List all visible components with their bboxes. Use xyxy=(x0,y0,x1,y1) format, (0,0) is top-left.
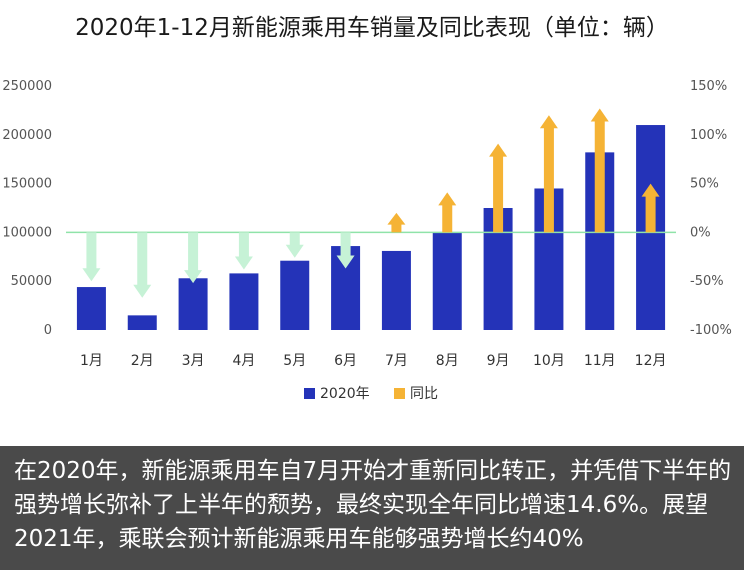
x-tick-label: 5月 xyxy=(283,353,306,369)
yoy-arrow-3 xyxy=(184,232,203,284)
y-left-tick-label: 150000 xyxy=(2,177,52,192)
x-tick-label: 2月 xyxy=(131,353,154,369)
yoy-arrow-7 xyxy=(387,212,406,233)
x-tick-label: 11月 xyxy=(584,353,616,369)
x-tick-label: 6月 xyxy=(334,353,357,369)
yoy-arrow-9 xyxy=(489,143,508,233)
legend-label-yoy: 同比 xyxy=(410,386,438,402)
x-tick-label: 9月 xyxy=(487,353,510,369)
chart-title: 2020年1-12月新能源乘用车销量及同比表现（单位：辆） xyxy=(75,15,669,41)
yoy-arrow-1 xyxy=(82,232,101,282)
bar-1 xyxy=(76,287,106,330)
y-left-tick-label: 100000 xyxy=(2,225,52,240)
x-tick-label: 12月 xyxy=(635,353,667,369)
yoy-arrow-6 xyxy=(336,232,355,269)
y-left-tick-label: 0 xyxy=(44,323,52,338)
y-right-tick-label: 150% xyxy=(690,79,727,94)
x-tick-label: 3月 xyxy=(182,353,205,369)
x-tick-label: 10月 xyxy=(533,353,565,369)
chart-area: 2020年1-12月新能源乘用车销量及同比表现（单位：辆） 0 50000 1000… xyxy=(2,15,732,402)
yoy-arrow-8 xyxy=(438,192,457,233)
y-right-tick-label: -100% xyxy=(690,323,732,338)
legend-swatch-yoy xyxy=(394,388,405,399)
y-right-tick-label: 100% xyxy=(690,128,727,143)
yoy-arrow-11 xyxy=(590,108,609,233)
yoy-arrow-5 xyxy=(285,232,304,258)
yoy-arrow-4 xyxy=(234,232,253,270)
bar-7 xyxy=(381,250,411,330)
bar-3 xyxy=(178,278,208,330)
x-tick-label: 8月 xyxy=(436,353,459,369)
x-tick-label: 1月 xyxy=(80,353,103,369)
yoy-arrow-10 xyxy=(539,115,558,233)
y-left-tick-label: 50000 xyxy=(11,274,52,289)
y-right-tick-label: 50% xyxy=(690,177,719,192)
y-right-tick-label: -50% xyxy=(690,274,724,289)
caption-text: 在2020年，新能源乘用车自7月开始才重新同比转正，并凭借下半年的强势增长弥补了… xyxy=(14,458,732,552)
bar-8 xyxy=(432,232,462,330)
caption-panel: 在2020年，新能源乘用车自7月开始才重新同比转正，并凭借下半年的强势增长弥补了… xyxy=(0,446,744,570)
yoy-arrow-2 xyxy=(133,232,152,298)
y-left-tick-label: 250000 xyxy=(2,79,52,94)
x-tick-label: 4月 xyxy=(232,353,255,369)
y-left-tick-label: 200000 xyxy=(2,128,52,143)
bar-2 xyxy=(127,315,157,330)
legend-swatch-2020 xyxy=(304,388,315,399)
bar-5 xyxy=(280,260,310,330)
x-tick-label: 7月 xyxy=(385,353,408,369)
y-right-tick-label: 0% xyxy=(690,225,711,240)
chart-canvas: 0 50000 100000 150000 200000 250000 -100% -50% 0… xyxy=(2,79,732,402)
legend-label-2020: 2020年 xyxy=(320,386,370,402)
yoy-arrow-12 xyxy=(641,183,660,233)
bar-4 xyxy=(229,273,259,330)
